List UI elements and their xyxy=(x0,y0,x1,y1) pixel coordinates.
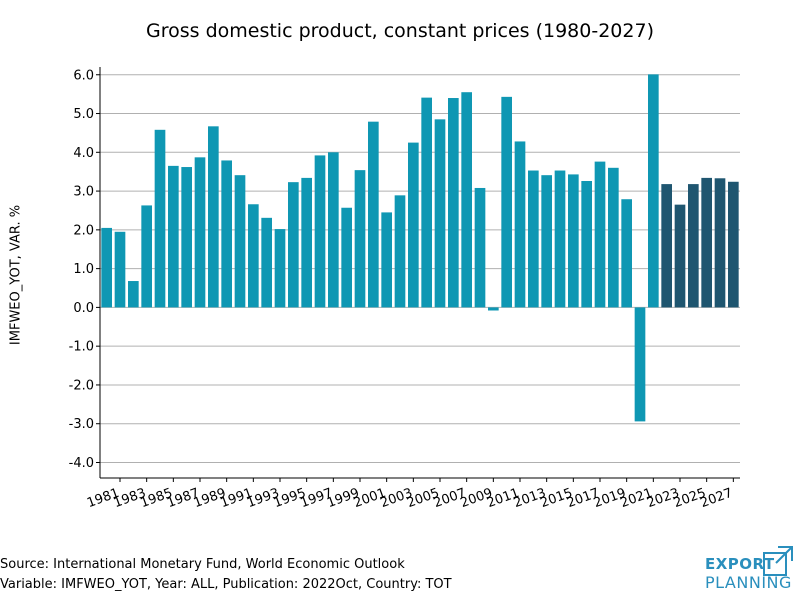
bar-chart: 6.05.04.03.02.01.00.0-1.0-2.0-3.0-4.0198… xyxy=(69,67,740,511)
y-tick-label: -1.0 xyxy=(69,340,94,355)
y-tick-label: -2.0 xyxy=(69,378,94,393)
bar-1993 xyxy=(274,229,286,308)
y-tick-label: 4.0 xyxy=(73,146,94,161)
y-tick-label: 3.0 xyxy=(73,185,94,200)
y-tick-label: -3.0 xyxy=(69,417,94,432)
bar-2020 xyxy=(634,307,646,422)
bar-1994 xyxy=(288,182,299,308)
bar-2001 xyxy=(381,212,392,308)
bar-1987 xyxy=(194,157,206,308)
bar-2007 xyxy=(461,92,472,308)
bar-1981 xyxy=(114,231,126,308)
bar-1997 xyxy=(328,152,339,308)
bar-2012 xyxy=(528,170,539,308)
bar-1990 xyxy=(234,175,246,308)
bar-2010 xyxy=(501,96,512,308)
bar-1995 xyxy=(301,177,312,308)
bar-2018 xyxy=(608,167,619,308)
bar-2006 xyxy=(448,98,459,308)
source-note: Source: International Monetary Fund, Wor… xyxy=(0,557,405,572)
bar-2026 xyxy=(714,178,726,308)
bar-2000 xyxy=(368,121,379,308)
bar-1980 xyxy=(101,227,112,308)
bar-1991 xyxy=(248,204,259,308)
bar-2013 xyxy=(541,175,552,308)
bar-2022 xyxy=(661,184,672,308)
bar-1989 xyxy=(221,160,232,308)
bar-2002 xyxy=(394,195,406,308)
bar-1988 xyxy=(208,126,219,308)
bar-2015 xyxy=(568,174,579,308)
bar-2008 xyxy=(474,187,486,308)
bar-2005 xyxy=(434,119,446,308)
y-tick-label: 6.0 xyxy=(73,68,94,83)
bar-2014 xyxy=(554,170,566,308)
bar-1985 xyxy=(168,165,179,308)
bar-2027 xyxy=(728,181,739,308)
bar-2021 xyxy=(648,74,659,308)
bar-1983 xyxy=(141,205,152,308)
bar-1996 xyxy=(314,155,326,308)
bar-2025 xyxy=(701,177,712,308)
y-tick-label: 5.0 xyxy=(73,107,94,122)
y-tick-label: -4.0 xyxy=(69,456,94,471)
y-tick-label: 1.0 xyxy=(73,262,94,277)
logo-word-planning: PLANNING xyxy=(705,573,792,592)
bar-2011 xyxy=(514,141,526,308)
variable-note: Variable: IMFWEO_YOT, Year: ALL, Publica… xyxy=(0,577,452,592)
y-tick-label: 2.0 xyxy=(73,223,94,238)
bar-1992 xyxy=(261,217,272,308)
bar-2017 xyxy=(594,161,606,308)
bar-2004 xyxy=(421,97,432,308)
export-planning-logo: EXPORT PLANNING xyxy=(700,545,796,595)
bar-2016 xyxy=(581,180,592,308)
bar-2019 xyxy=(621,199,632,308)
bar-2003 xyxy=(408,142,419,308)
bar-2009 xyxy=(488,307,499,311)
bar-1999 xyxy=(354,170,366,308)
logo-word-export: EXPORT xyxy=(705,555,775,573)
y-tick-label: 0.0 xyxy=(73,301,94,316)
bar-1986 xyxy=(181,167,192,308)
bar-1984 xyxy=(154,129,166,308)
bar-2023 xyxy=(674,204,686,308)
chart-title: Gross domestic product, constant prices … xyxy=(146,20,654,42)
bar-1982 xyxy=(128,281,139,308)
bar-2024 xyxy=(688,184,699,308)
logo-mark-icon xyxy=(763,546,793,576)
bar-1998 xyxy=(341,207,352,308)
